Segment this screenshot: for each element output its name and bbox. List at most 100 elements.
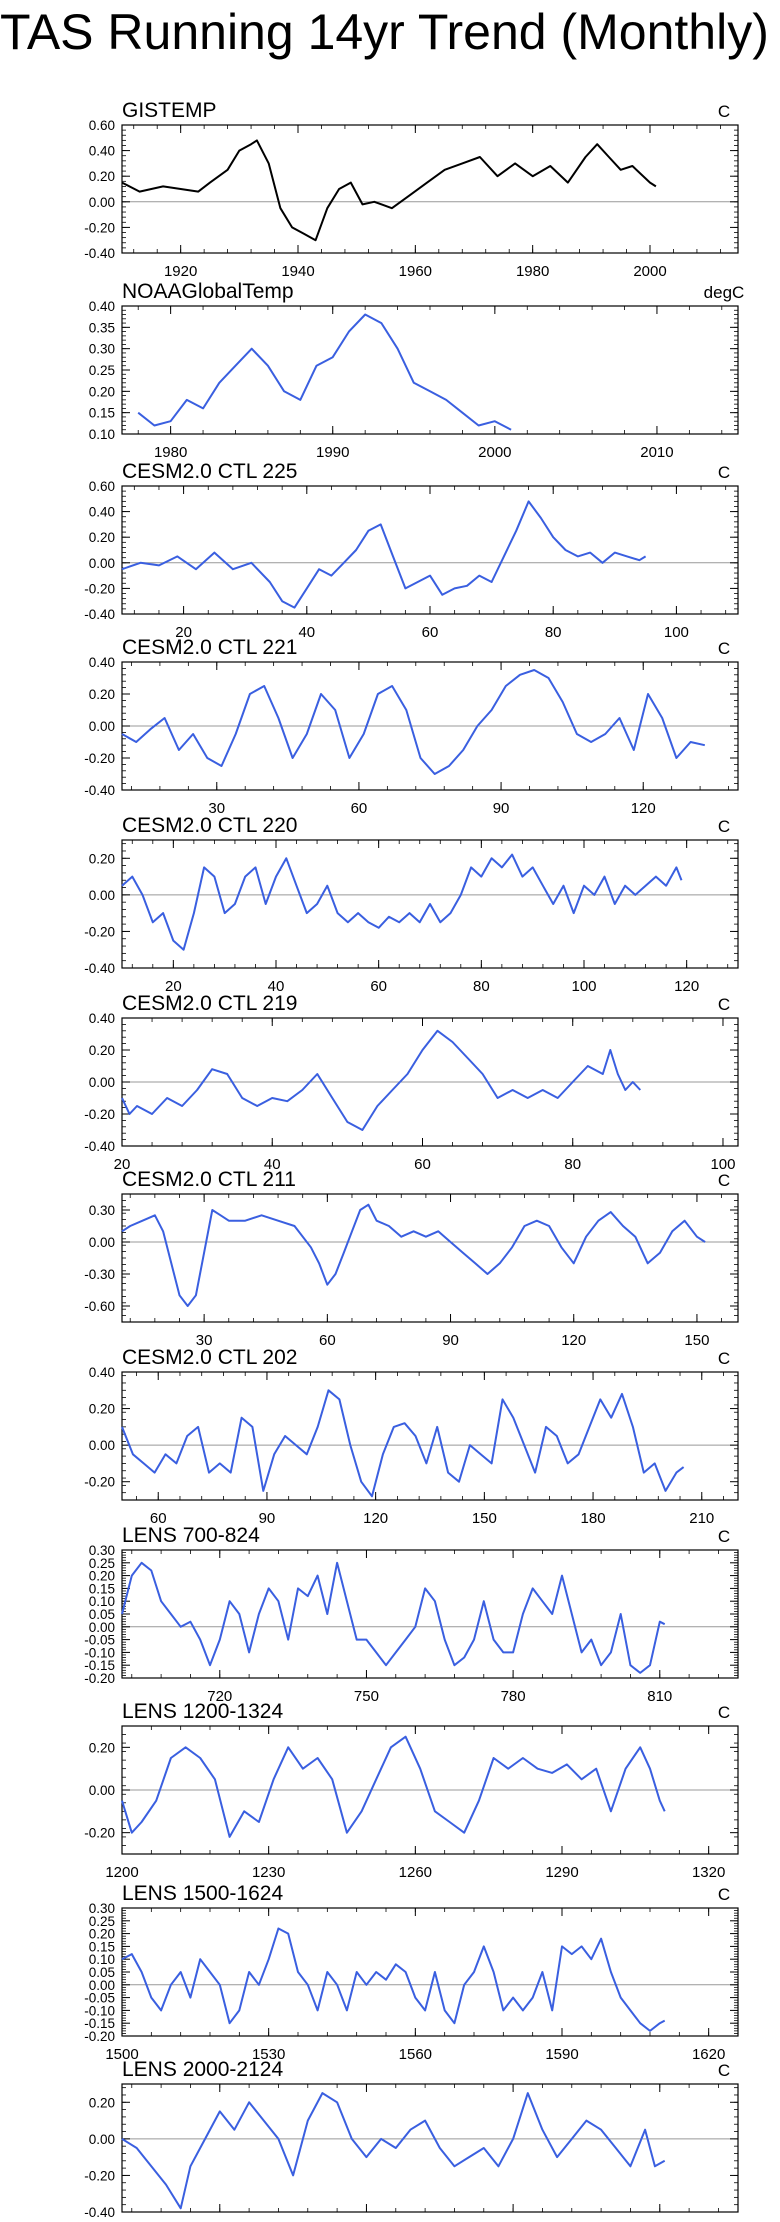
data-point — [548, 1225, 550, 1227]
data-point — [195, 1294, 197, 1296]
data-point — [571, 1613, 573, 1615]
data-point — [244, 876, 246, 878]
data-point — [331, 1097, 333, 1099]
data-point — [597, 1220, 599, 1222]
data-point — [629, 2009, 631, 2011]
plot-frame — [121, 1371, 739, 1501]
data-point — [356, 1971, 358, 1973]
data-point — [690, 741, 692, 743]
data-point — [382, 1453, 384, 1455]
data-point — [610, 1211, 612, 1213]
x-tick-label: 810 — [647, 1688, 672, 1705]
y-tick-label: 0.00 — [89, 556, 115, 571]
data-point — [277, 1928, 279, 1930]
data-point — [172, 940, 174, 942]
plot-frame — [121, 485, 739, 615]
data-point — [248, 1971, 250, 1973]
data-point — [444, 2009, 446, 2011]
data-point — [519, 674, 521, 676]
data-point — [129, 1113, 131, 1115]
data-point — [462, 749, 464, 751]
x-tick-label: 1320 — [692, 1864, 725, 1881]
chart-panel-4: CESM2.0 CTL 221 C -0.40 -0.20 0.00 0.20 0.40 30… — [84, 636, 739, 817]
data-point — [449, 1821, 451, 1823]
data-point — [469, 1444, 471, 1446]
y-tick-label: 0.15 — [89, 1581, 115, 1596]
data-point — [615, 2147, 617, 2149]
chart-units: C — [718, 1171, 730, 1190]
y-tick-label: -0.05 — [84, 1633, 115, 1648]
x-tick-label: 100 — [571, 978, 596, 995]
data-point — [234, 903, 236, 905]
y-tick-label: -0.15 — [84, 1658, 115, 1673]
y-tick-label: 0.40 — [89, 1365, 115, 1380]
data-point — [541, 1971, 543, 1973]
data-point — [360, 1481, 362, 1483]
data-point — [552, 536, 554, 538]
data-point — [532, 1587, 534, 1589]
data-point — [375, 1778, 377, 1780]
data-point — [375, 1651, 377, 1653]
data-point — [121, 1958, 123, 1960]
data-point — [180, 188, 182, 190]
data-point — [338, 1398, 340, 1400]
data-point — [268, 162, 270, 164]
data-point — [528, 500, 530, 502]
data-point — [417, 581, 419, 583]
data-point — [499, 1262, 501, 1264]
data-point — [436, 1426, 438, 1428]
y-tick-label: 0.05 — [89, 1607, 115, 1622]
y-tick-label: -0.40 — [84, 1139, 115, 1154]
data-point — [452, 1041, 454, 1043]
data-point — [502, 1651, 504, 1653]
data-point — [373, 201, 375, 203]
x-tick-label: 2000 — [633, 263, 666, 280]
data-point — [348, 331, 350, 333]
data-point — [165, 1453, 167, 1455]
data-point — [378, 927, 380, 929]
data-point — [610, 1971, 612, 1973]
data-point — [292, 757, 294, 759]
data-point — [414, 1626, 416, 1628]
data-point — [473, 1639, 475, 1641]
data-point — [121, 568, 123, 570]
data-point — [189, 2165, 191, 2167]
data-point — [316, 1073, 318, 1075]
data-point — [497, 1097, 499, 1099]
x-tick-label: 1980 — [516, 263, 549, 280]
data-point — [583, 885, 585, 887]
data-point — [470, 866, 472, 868]
data-point — [463, 1984, 465, 1986]
data-point — [704, 1241, 706, 1243]
data-point — [186, 399, 188, 401]
data-point — [664, 1623, 666, 1625]
data-point — [299, 399, 301, 401]
x-tick-label: 1230 — [252, 1864, 285, 1881]
series-line — [121, 1203, 706, 1307]
data-point — [479, 156, 481, 158]
data-point — [659, 2022, 661, 2024]
data-point — [493, 1971, 495, 1973]
data-point — [704, 744, 706, 746]
data-point — [279, 207, 281, 209]
data-point — [523, 1444, 525, 1446]
data-point — [448, 765, 450, 767]
data-point — [214, 1778, 216, 1780]
data-point — [251, 1426, 253, 1428]
data-point — [600, 2129, 602, 2131]
data-point — [621, 1393, 623, 1395]
data-point — [179, 1294, 181, 1296]
data-point — [491, 1462, 493, 1464]
y-tick-label: 0.20 — [89, 1569, 115, 1584]
y-tick-label: -0.10 — [84, 2003, 115, 2018]
data-point — [639, 1746, 641, 1748]
data-point — [649, 1768, 651, 1770]
chart-title: CESM2.0 CTL 219 — [122, 992, 297, 1015]
data-point — [268, 1958, 270, 1960]
data-point — [480, 876, 482, 878]
data-point — [362, 203, 364, 205]
data-point — [639, 2022, 641, 2024]
data-point — [664, 2020, 666, 2022]
x-tick-label: 1260 — [399, 1864, 432, 1881]
data-point — [287, 1746, 289, 1748]
